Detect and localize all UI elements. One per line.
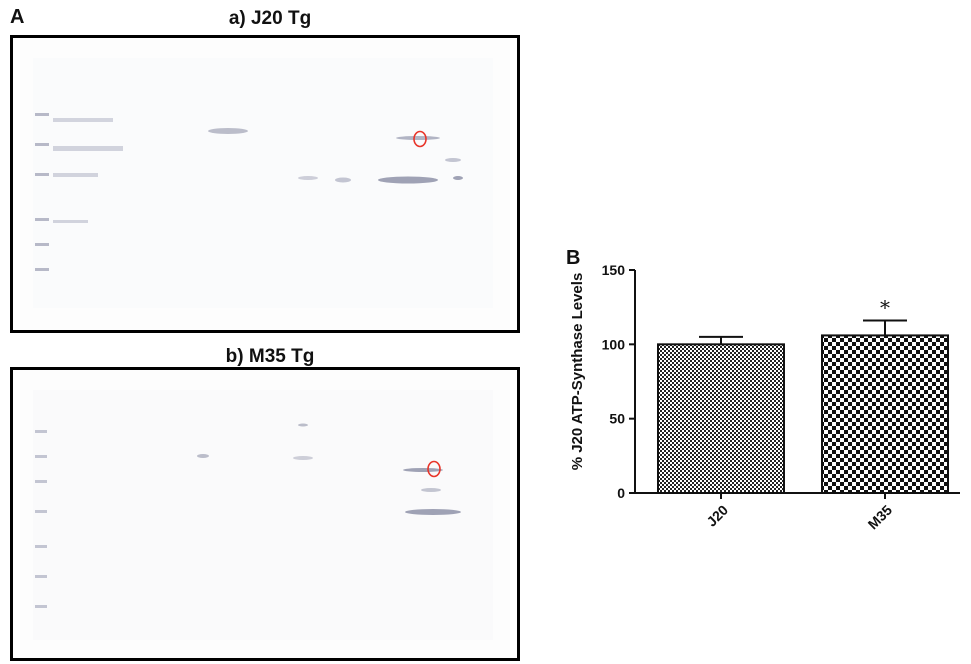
y-tick-label: 100 <box>602 336 626 352</box>
significance-marker: * <box>880 296 890 320</box>
gel-a-spot-circle <box>413 130 427 148</box>
x-tick-label: J20 <box>703 502 731 530</box>
panel-a-label: A <box>10 6 25 28</box>
gel-a-bands <box>33 58 493 308</box>
bar-chart: 0 50 100 150 % J20 ATP-Synthase Levels J20 * M3… <box>569 262 960 533</box>
x-tick-label: M35 <box>865 502 896 533</box>
gel-a-image <box>10 35 520 333</box>
panel-b-label: B <box>566 247 581 269</box>
y-tick-label: 150 <box>602 262 626 278</box>
y-tick-label: 50 <box>609 411 625 427</box>
gel-b-bands <box>33 390 493 640</box>
gel-b-spot-circle <box>427 460 441 478</box>
gel-a-title: a) J20 Tg <box>228 8 312 29</box>
gel-b-image <box>10 367 520 661</box>
gel-b-title: b) M35 Tg <box>225 346 315 367</box>
y-tick-label: 0 <box>617 485 625 501</box>
bar-m35 <box>821 334 949 494</box>
bar-j20 <box>657 343 785 495</box>
y-axis-label: % J20 ATP-Synthase Levels <box>569 273 586 471</box>
